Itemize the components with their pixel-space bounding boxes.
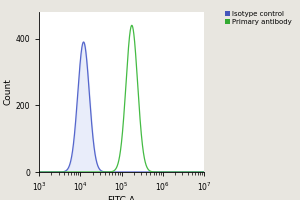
Legend: Isotype control, Primary antibody: Isotype control, Primary antibody [224,9,293,27]
X-axis label: FITC-A: FITC-A [107,196,136,200]
Y-axis label: Count: Count [4,79,13,105]
